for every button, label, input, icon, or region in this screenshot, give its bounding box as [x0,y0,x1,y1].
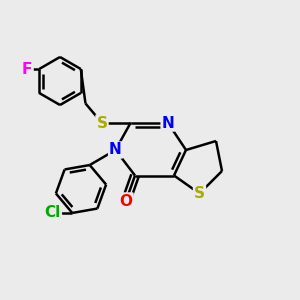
Text: N: N [109,142,122,158]
Text: Cl: Cl [45,206,61,220]
Text: S: S [194,186,205,201]
Text: O: O [119,194,133,208]
Text: N: N [162,116,174,130]
Text: S: S [97,116,107,130]
Text: F: F [22,61,32,76]
